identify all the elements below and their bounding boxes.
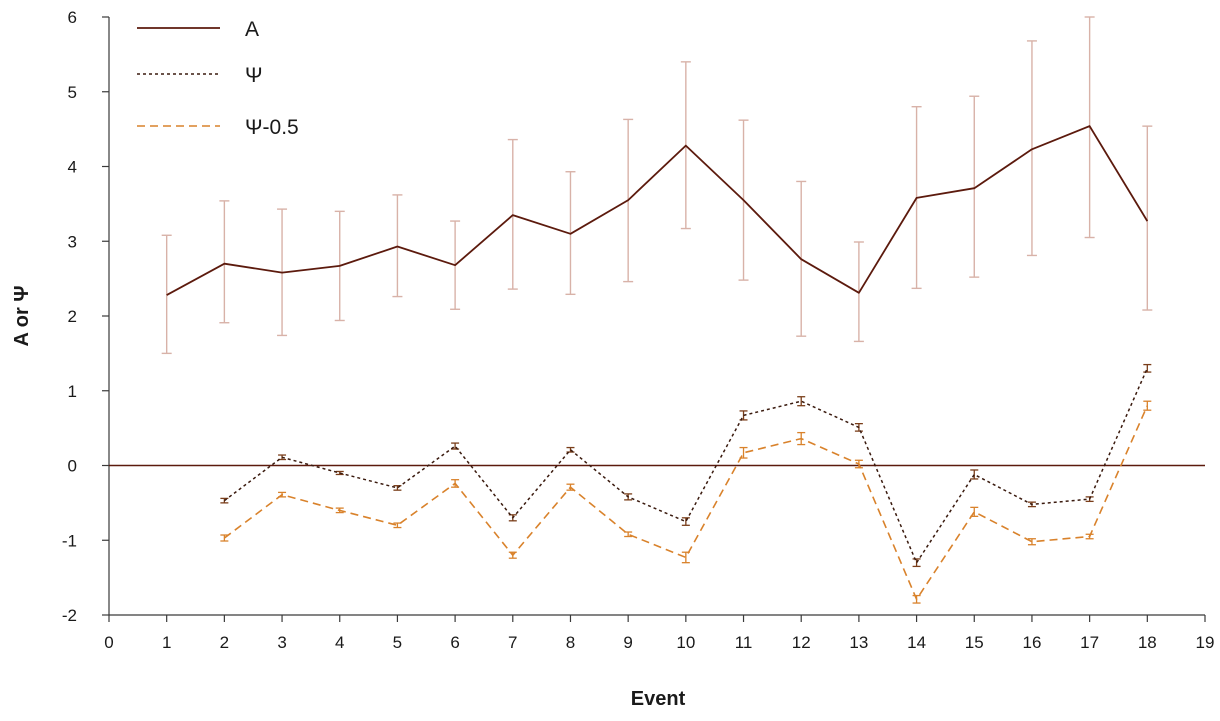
x-tick-label: 5 [393, 633, 402, 652]
series-line-psi [223, 367, 1148, 564]
x-tick-label: 15 [965, 633, 984, 652]
y-axis-title: A or Ψ [11, 286, 33, 347]
x-tick-label: 7 [508, 633, 517, 652]
x-tick-label: 17 [1080, 633, 1099, 652]
error-bars [161, 16, 1153, 604]
x-tick-label: 14 [907, 633, 926, 652]
series-line-a [166, 125, 1149, 296]
legend-label: Ψ [245, 64, 263, 87]
x-tick-label: 12 [792, 633, 811, 652]
y-tick-label: 5 [68, 83, 77, 102]
x-tick-label: 2 [220, 633, 229, 652]
y-tick-label: -2 [62, 606, 77, 625]
x-tick-label: 8 [566, 633, 575, 652]
x-tick-label: 19 [1196, 633, 1215, 652]
y-tick-label: 3 [68, 232, 77, 251]
y-tick-label: 2 [68, 307, 77, 326]
x-tick-label: 4 [335, 633, 344, 652]
legend-label: Ψ-0.5 [245, 116, 299, 139]
y-tick-label: -1 [62, 531, 77, 550]
x-tick-label: 6 [450, 633, 459, 652]
x-tick-label: 10 [676, 633, 695, 652]
x-tick-label: 0 [104, 633, 113, 652]
series-lines [166, 125, 1149, 601]
x-tick-label: 16 [1022, 633, 1041, 652]
x-tick-label: 3 [277, 633, 286, 652]
x-tick-label: 1 [162, 633, 171, 652]
x-tick-label: 13 [849, 633, 868, 652]
x-tick-label: 9 [623, 633, 632, 652]
y-tick-label: 4 [68, 158, 77, 177]
legend-label: A [245, 18, 259, 41]
legend: AΨ Ψ-0.5 [137, 18, 299, 139]
series-line-psi-minus-half [223, 405, 1149, 601]
y-tick-label: 6 [68, 8, 77, 27]
y-tick-label: 1 [68, 382, 77, 401]
x-axis-title: Event [631, 688, 686, 710]
y-tick-label: 0 [68, 457, 77, 476]
x-tick-label: 18 [1138, 633, 1157, 652]
x-tick-label: 11 [735, 633, 753, 652]
